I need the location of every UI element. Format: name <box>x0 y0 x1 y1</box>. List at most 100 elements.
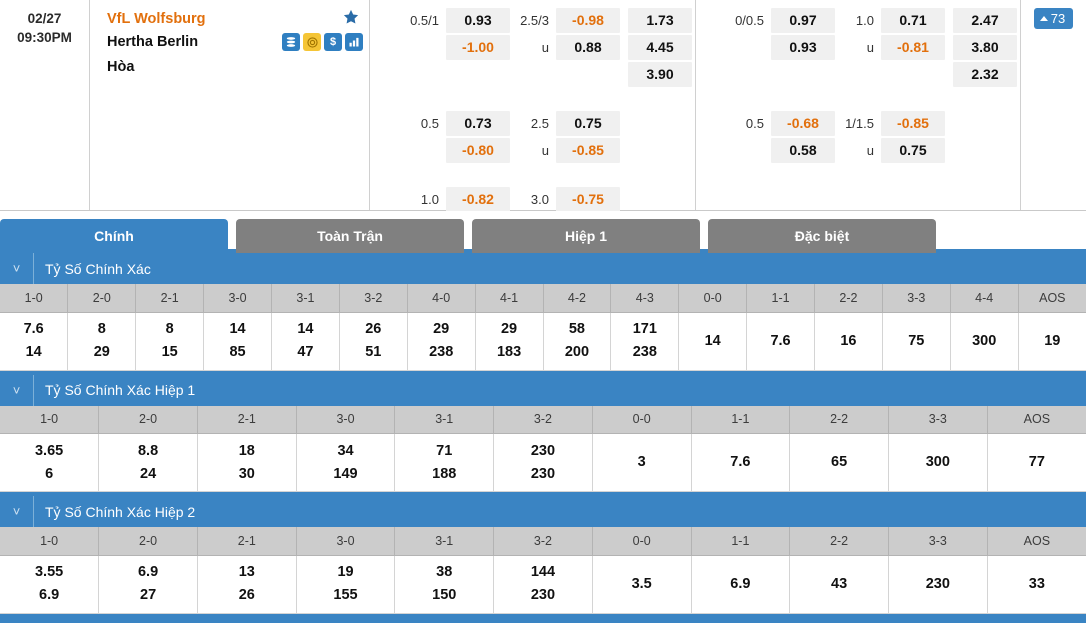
handicap2-2-away-odds[interactable]: 0.58 <box>771 138 835 163</box>
onextwo-draw-odds[interactable]: 4.45 <box>628 35 692 60</box>
total2-main-under-odds[interactable]: -0.81 <box>881 35 945 60</box>
handicap-2-away-odds[interactable]: -0.80 <box>446 138 510 163</box>
score-odds-cell[interactable]: 34 149 <box>296 433 396 492</box>
score-odds-cell[interactable]: 3.55 6.9 <box>0 555 100 614</box>
section-header-correct-score-h2[interactable]: ˅ Tỷ Số Chính Xác Hiệp 2 <box>0 496 1086 527</box>
total2-main-over-odds[interactable]: 0.71 <box>881 8 945 33</box>
section-header-correct-score-h1[interactable]: ˅ Tỷ Số Chính Xác Hiệp 1 <box>0 374 1086 406</box>
score-odds-cell[interactable]: 18 30 <box>197 433 297 492</box>
score-odds-cell[interactable]: 7.6 <box>691 433 791 492</box>
score-odds-cell[interactable]: 71 188 <box>394 433 495 492</box>
score-odds-cell[interactable]: 19 155 <box>296 555 396 614</box>
score-odds-cell[interactable]: 171 238 <box>610 312 680 371</box>
score-column-header: 2-1 <box>197 405 297 434</box>
chevron-down-icon[interactable]: ˅ <box>0 496 34 527</box>
score-odds-primary: 71 <box>436 442 453 459</box>
score-odds-cell[interactable]: 6.9 <box>691 555 791 614</box>
home-team-name[interactable]: VfL Wolfsburg <box>107 11 206 27</box>
away-team-name[interactable]: Hertha Berlin <box>107 34 199 50</box>
total2-2-over-odds[interactable]: -0.85 <box>881 111 945 136</box>
score-odds-primary: 19 <box>1044 332 1061 349</box>
team-tools-icons: $ <box>282 33 363 51</box>
score-odds-cell[interactable]: 19 <box>1018 312 1086 371</box>
score-odds-cell[interactable]: 300 <box>950 312 1019 371</box>
handicap2-main-away-odds[interactable]: 0.93 <box>771 35 835 60</box>
total-3-over-odds[interactable]: -0.75 <box>556 187 620 212</box>
score-odds-cell[interactable]: 144 230 <box>493 555 593 614</box>
score-odds-cell[interactable]: 29 183 <box>475 312 544 371</box>
handicap-main-home-odds[interactable]: 0.93 <box>446 8 510 33</box>
chevron-down-icon[interactable]: ˅ <box>0 253 34 284</box>
handicap-2-home-odds[interactable]: 0.73 <box>446 111 510 136</box>
score-odds-cell[interactable]: 3 <box>592 433 692 492</box>
score-odds-cell[interactable]: 300 <box>888 433 988 492</box>
score-odds-cell[interactable]: 6.9 27 <box>98 555 198 614</box>
score-odds-primary: 7.6 <box>730 454 751 470</box>
bar-chart-icon[interactable] <box>345 33 363 51</box>
handicap2-main-home-odds[interactable]: 0.97 <box>771 8 835 33</box>
score-column-header: 3-3 <box>888 405 988 434</box>
handicap2-2-home-odds[interactable]: -0.68 <box>771 111 835 136</box>
score-odds-cell[interactable]: 75 <box>882 312 951 371</box>
score-odds-cell[interactable]: 77 <box>987 433 1086 492</box>
chevron-down-icon[interactable]: ˅ <box>0 374 34 406</box>
score-odds-cell[interactable]: 14 47 <box>271 312 340 371</box>
tab-toan-tran[interactable]: Toàn Trận <box>236 219 464 253</box>
score-odds-primary: 16 <box>840 332 857 349</box>
favorite-star-icon[interactable] <box>342 8 360 26</box>
tab-hiep-1[interactable]: Hiệp 1 <box>472 219 700 253</box>
handicap-3-home-odds[interactable]: -0.82 <box>446 187 510 212</box>
score-odds-cell[interactable]: 8 29 <box>67 312 137 371</box>
total-main-under-odds[interactable]: 0.88 <box>556 35 620 60</box>
total2-main-label: 1.0 <box>855 13 874 28</box>
score-odds-cell[interactable]: 3.5 <box>592 555 692 614</box>
total2-2-label: 1/1.5 <box>845 116 874 131</box>
score-odds-cell[interactable]: 7.6 <box>746 312 815 371</box>
score-table-h1: 1-0 2-0 2-1 3-0 3-1 3-2 0-0 1-1 2-2 3-3 AOS 3.65 6 8… <box>0 405 1086 492</box>
tab-chinh[interactable]: Chính <box>0 219 228 253</box>
score-odds-cell[interactable]: 230 <box>888 555 988 614</box>
score-odds-cell[interactable]: 230 230 <box>493 433 593 492</box>
score-odds-cell[interactable]: 26 51 <box>339 312 408 371</box>
score-odds-cell[interactable]: 43 <box>789 555 889 614</box>
score-table-full: 1-0 2-0 2-1 3-0 3-1 3-2 4-0 4-1 4-2 4-3 0-0 1-1 2-2 3… <box>0 284 1086 371</box>
score-odds-primary: 6.9 <box>730 575 751 592</box>
stats-stack-icon[interactable] <box>282 33 300 51</box>
score-odds-cell[interactable]: 13 26 <box>197 555 297 614</box>
onextwo2-draw-odds[interactable]: 3.80 <box>953 35 1017 60</box>
score-odds-primary: 14 <box>229 321 246 337</box>
score-odds-secondary: 15 <box>161 344 178 360</box>
score-odds-cell[interactable]: 38 150 <box>394 555 495 614</box>
score-odds-cell[interactable]: 29 238 <box>407 312 476 371</box>
total-2-under-odds[interactable]: -0.85 <box>556 138 620 163</box>
score-odds-secondary: 27 <box>140 587 157 603</box>
score-odds-cell[interactable]: 16 <box>814 312 883 371</box>
score-column-header: 1-1 <box>691 527 791 556</box>
handicap-main-away-odds[interactable]: -1.00 <box>446 35 510 60</box>
score-odds-cell[interactable]: 7.6 14 <box>0 312 69 371</box>
coin-icon[interactable] <box>303 33 321 51</box>
score-odds-cell[interactable]: 8.8 24 <box>98 433 198 492</box>
total-main-over-odds[interactable]: -0.98 <box>556 8 620 33</box>
total-2-over-odds[interactable]: 0.75 <box>556 111 620 136</box>
score-odds-cell[interactable]: 14 85 <box>203 312 272 371</box>
onextwo2-home-odds[interactable]: 2.47 <box>953 8 1017 33</box>
total2-2-under-odds[interactable]: 0.75 <box>881 138 945 163</box>
onextwo2-away-odds[interactable]: 2.32 <box>953 62 1017 87</box>
score-odds-cell[interactable]: 58 200 <box>543 312 612 371</box>
score-column-header: 0-0 <box>592 527 692 556</box>
odds-count-badge[interactable]: 73 <box>1033 8 1074 29</box>
tab-dac-biet[interactable]: Đặc biệt <box>708 219 936 253</box>
score-odds-cell[interactable]: 8 15 <box>135 312 205 371</box>
onextwo-home-odds[interactable]: 1.73 <box>628 8 692 33</box>
score-odds-cell[interactable]: 14 <box>678 312 748 371</box>
odds2-row-secondary: 0.5 -0.68 0.58 1/1.5 -0.85 u 0.75 <box>696 111 1020 165</box>
score-odds-cell[interactable]: 3.65 6 <box>0 433 100 492</box>
section-header-correct-score[interactable]: ˅ Tỷ Số Chính Xác <box>0 253 1086 284</box>
score-odds-primary: 3.55 <box>34 564 64 580</box>
score-odds-cell[interactable]: 65 <box>789 433 889 492</box>
score-odds-cell[interactable]: 33 <box>987 555 1086 614</box>
dollar-icon[interactable]: $ <box>324 33 342 51</box>
onextwo-away-odds[interactable]: 3.90 <box>628 62 692 87</box>
market-tabs-bar: Chính Toàn Trận Hiệp 1 Đặc biệt <box>0 211 1086 253</box>
